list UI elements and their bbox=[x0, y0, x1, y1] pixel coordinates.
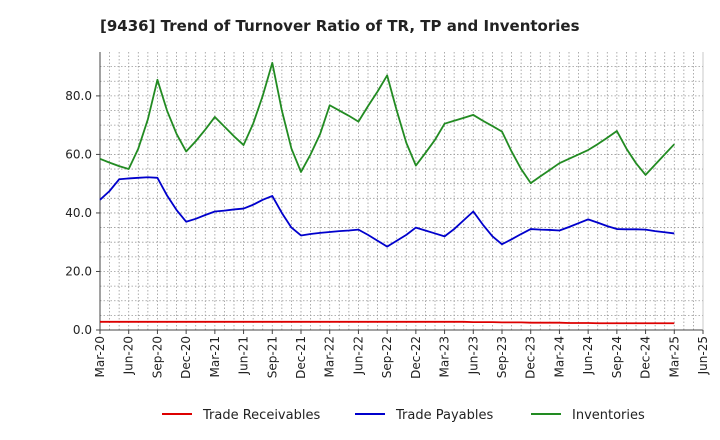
x-tick-label: Dec-22 bbox=[409, 336, 423, 379]
x-tick-label: Mar-22 bbox=[323, 336, 337, 377]
legend-label: Inventories bbox=[572, 408, 645, 423]
x-tick-label: Jun-20 bbox=[122, 336, 136, 375]
x-tick-label: Mar-20 bbox=[93, 336, 107, 377]
x-tick-labels: Mar-20 Jun-20 Sep-20 Dec-20 Mar-21 Jun-21 Sep-… bbox=[93, 330, 710, 379]
y-tick-label: 80.0 bbox=[65, 89, 92, 103]
legend: Trade Receivables Trade Payables Inventori… bbox=[162, 408, 645, 423]
chart-title: [9436] Trend of Turnover Ratio of TR, TP… bbox=[100, 17, 580, 35]
series-line-inventories bbox=[99, 61, 675, 185]
x-tick-label: Mar-21 bbox=[208, 336, 222, 377]
x-tick-label: Dec-21 bbox=[294, 336, 308, 379]
x-tick-label: Dec-20 bbox=[179, 336, 193, 379]
series-layer bbox=[99, 61, 675, 325]
y-tick-label: 20.0 bbox=[65, 264, 92, 278]
x-tick-label: Jun-24 bbox=[581, 336, 595, 375]
x-tick-label: Mar-25 bbox=[667, 336, 681, 377]
x-tick-label: Jun-21 bbox=[237, 336, 251, 375]
x-tick-label: Sep-24 bbox=[610, 336, 624, 378]
y-tick-label: 60.0 bbox=[65, 147, 92, 161]
legend-label: Trade Payables bbox=[395, 408, 493, 423]
x-tick-label: Jun-23 bbox=[466, 336, 480, 375]
series-line-trade-payables bbox=[99, 176, 675, 248]
plot-area bbox=[100, 52, 703, 330]
x-tick-label: Mar-24 bbox=[552, 336, 566, 377]
x-tick-label: Sep-23 bbox=[495, 336, 509, 378]
x-tick-label: Sep-22 bbox=[380, 336, 394, 378]
x-tick-label: Mar-23 bbox=[438, 336, 452, 377]
y-tick-labels: 0.0 20.0 40.0 60.0 80.0 bbox=[65, 89, 100, 337]
x-tick-label: Dec-24 bbox=[639, 336, 653, 379]
legend-label: Trade Receivables bbox=[202, 408, 320, 423]
y-tick-label: 0.0 bbox=[73, 323, 92, 337]
series-line-trade-receivables bbox=[100, 320, 675, 325]
y-tick-label: 40.0 bbox=[65, 206, 92, 220]
x-tick-label: Dec-23 bbox=[524, 336, 538, 379]
x-tick-label: Sep-21 bbox=[265, 336, 279, 378]
grid-lines bbox=[100, 52, 703, 330]
x-tick-label: Jun-25 bbox=[696, 336, 710, 375]
axes bbox=[99, 52, 704, 331]
x-tick-label: Sep-20 bbox=[150, 336, 164, 378]
x-tick-label: Jun-22 bbox=[351, 336, 365, 375]
